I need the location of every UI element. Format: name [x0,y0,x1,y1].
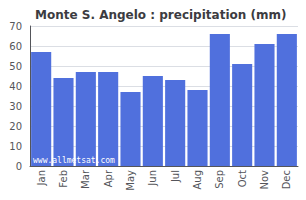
svg-text:60: 60 [9,41,22,52]
svg-text:Dec: Dec [281,170,292,189]
svg-text:40: 40 [9,81,22,92]
svg-text:Monte S. Angelo : precipitatio: Monte S. Angelo : precipitation (mm) [35,8,286,22]
svg-text:Oct: Oct [237,170,248,187]
svg-text:Feb: Feb [58,170,69,188]
svg-text:10: 10 [9,141,22,152]
svg-text:Apr: Apr [103,169,114,187]
svg-text:0: 0 [16,161,22,172]
svg-text:20: 20 [9,121,22,132]
svg-text:Mar: Mar [80,169,91,189]
svg-text:50: 50 [9,61,22,72]
svg-text:www.allmetsat.com: www.allmetsat.com [33,156,115,165]
svg-text:70: 70 [9,21,22,32]
svg-text:Nov: Nov [259,170,270,190]
svg-text:30: 30 [9,101,22,112]
svg-text:May: May [125,170,136,191]
svg-text:Jul: Jul [170,170,181,183]
svg-text:Sep: Sep [214,170,225,189]
svg-text:Jun: Jun [147,170,158,187]
svg-text:Aug: Aug [192,170,203,190]
svg-text:Jan: Jan [36,170,47,186]
